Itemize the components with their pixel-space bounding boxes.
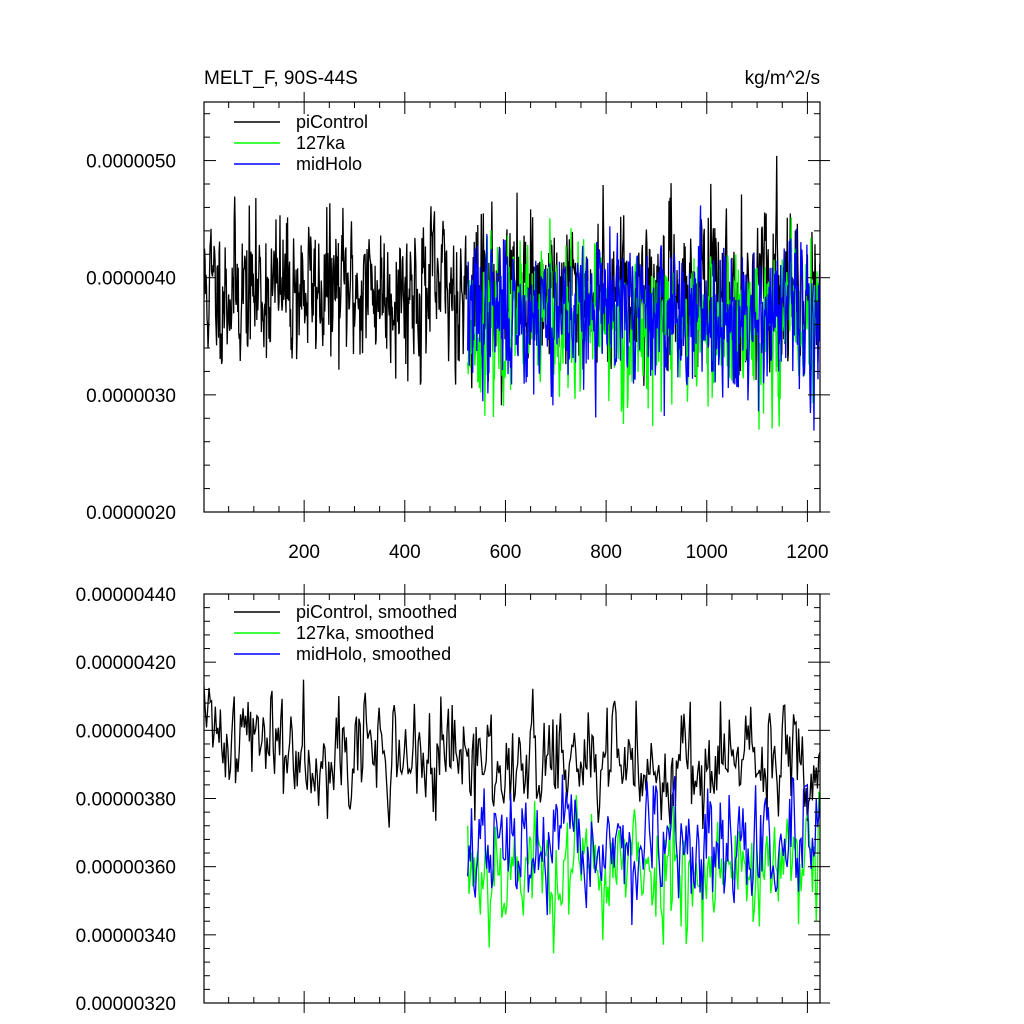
y-tick-label: 0.0000030 [86,386,176,407]
y-tick-label: 0.0000020 [86,503,176,524]
bottom-panel: 0.00000320 0.00000340 0.00000360 0.00000380… [76,584,830,1015]
x-tick-label: 800 [590,542,622,563]
bottom-plot-area: 0.00000320 0.00000340 0.00000360 0.00000380… [76,584,830,1015]
top-plot-area: 200 400 600 800 1000 1200 0.0000020 0.0000030 0.… [86,92,830,563]
legend-label: piControl, smoothed [296,602,457,622]
series-line-1 [204,679,820,839]
legend-label: midHolo [296,154,362,174]
legend-label: 127ka [296,133,346,153]
series-group [204,679,820,954]
top-panel: MELT_F, 90S-44S kg/m^2/s 200 400 600 800 100… [86,68,830,563]
legend-label: 127ka, smoothed [296,623,434,643]
series-line-3 [467,774,820,926]
y-tick-label: 0.00000360 [76,858,176,879]
series-line-3 [467,205,820,431]
y-tick-label: 0.00000320 [76,994,176,1015]
y-tick-label: 0.00000380 [76,790,176,811]
y-tick-label: 0.00000420 [76,653,176,674]
chart-title-right: kg/m^2/s [745,68,820,89]
x-tick-label: 1000 [686,542,728,563]
y-tick-label: 0.00000440 [76,585,176,606]
legend-label: piControl [296,112,368,132]
x-tick-label: 400 [389,542,421,563]
chart-title-left: MELT_F, 90S-44S [204,68,358,89]
legend-label: midHolo, smoothed [296,644,451,664]
x-tick-label: 200 [288,542,320,563]
y-tick-label: 0.0000050 [86,152,176,173]
series-group [204,155,820,431]
series-line-2 [467,217,820,430]
y-tick-label: 0.0000040 [86,269,176,290]
x-tick-label: 1200 [786,542,828,563]
plot-frame [203,101,821,513]
y-tick-label: 0.00000400 [76,721,176,742]
x-tick-label: 600 [490,542,522,563]
y-tick-label: 0.00000340 [76,926,176,947]
